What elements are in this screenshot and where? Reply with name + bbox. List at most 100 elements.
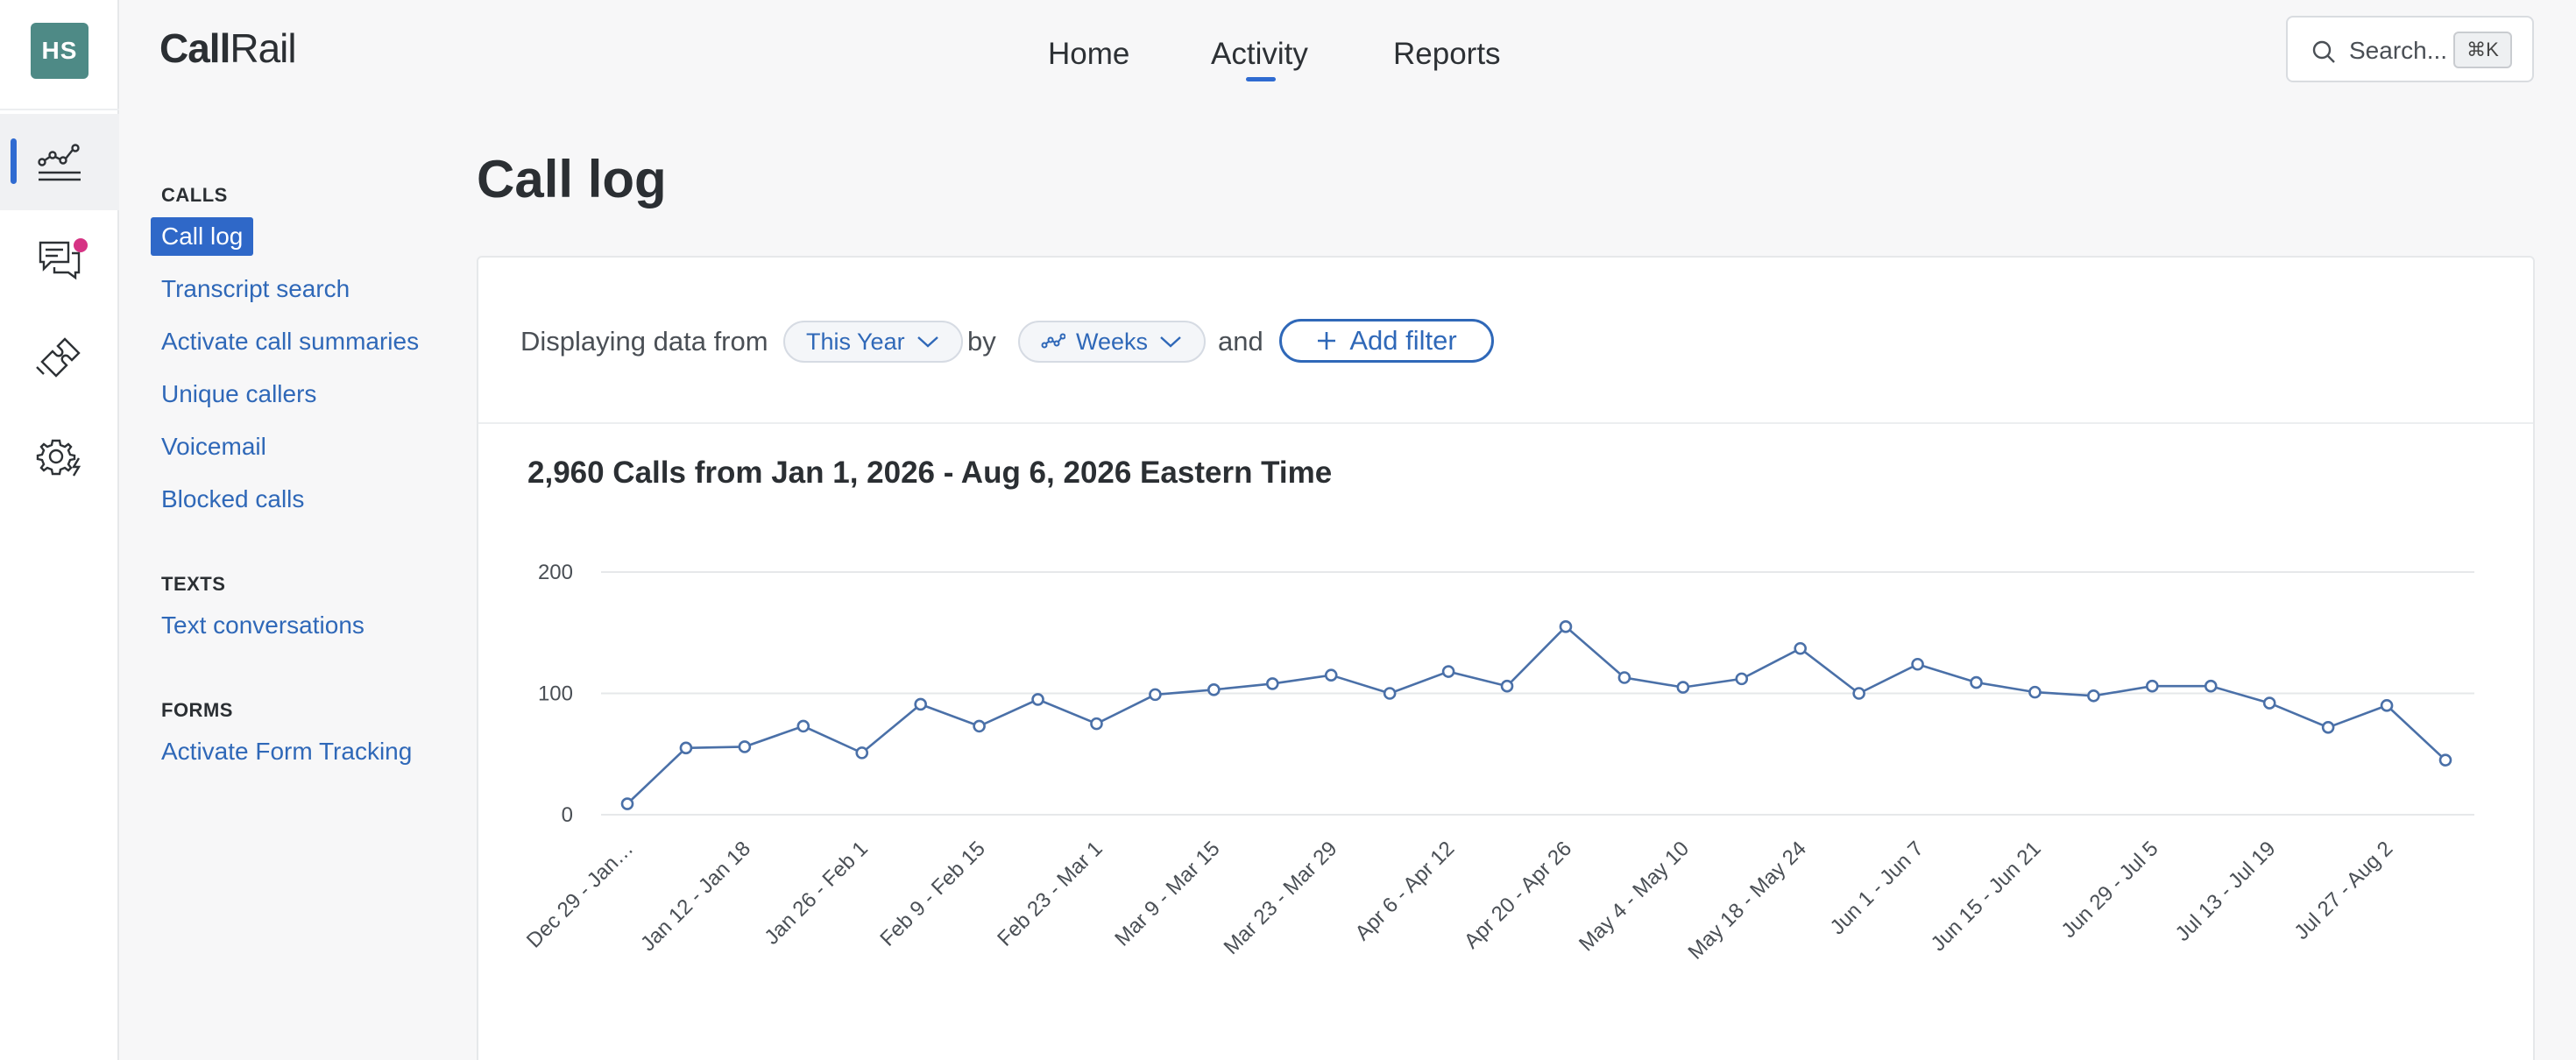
data-point[interactable] bbox=[1031, 693, 1044, 706]
section-title-texts: TEXTS bbox=[161, 573, 226, 595]
app-logo[interactable]: CallRail bbox=[159, 25, 297, 72]
left-rail: HS bbox=[0, 0, 119, 1060]
y-tick-label: 200 bbox=[538, 561, 573, 584]
data-point[interactable] bbox=[1441, 665, 1455, 678]
x-tick-label: Apr 20 - Apr 26 bbox=[1460, 837, 1576, 953]
call-log-card: Displaying data from This Year by Weeks … bbox=[477, 256, 2535, 1060]
section-title-calls: CALLS bbox=[161, 184, 228, 206]
rail-item-messages[interactable] bbox=[0, 212, 119, 308]
nav-active-underline bbox=[1246, 77, 1276, 81]
x-tick-label: Apr 6 - Apr 12 bbox=[1351, 837, 1460, 945]
x-tick-label: Jul 13 - Jul 19 bbox=[2171, 837, 2281, 946]
data-point[interactable] bbox=[1500, 679, 1514, 693]
messages-icon bbox=[39, 241, 81, 280]
search-placeholder: Search... bbox=[2349, 37, 2448, 64]
data-point[interactable] bbox=[1207, 683, 1221, 696]
subnav-unique-callers[interactable]: Unique callers bbox=[161, 380, 317, 407]
y-tick-label: 100 bbox=[538, 682, 573, 706]
x-tick-label: Mar 23 - Mar 29 bbox=[1220, 837, 1342, 959]
nav-reports[interactable]: Reports bbox=[1393, 37, 1501, 71]
chart-title: 2,960 Calls from Jan 1, 2026 - Aug 6, 20… bbox=[527, 456, 1333, 490]
data-point[interactable] bbox=[1911, 657, 1924, 671]
user-avatar[interactable]: HS bbox=[31, 23, 88, 79]
x-tick-label: May 18 - May 24 bbox=[1683, 837, 1810, 964]
data-point[interactable] bbox=[1852, 687, 1865, 700]
data-point[interactable] bbox=[679, 741, 693, 755]
x-tick-label: Dec 29 - Jan… bbox=[522, 837, 638, 952]
chevron-down-icon bbox=[1160, 336, 1181, 348]
data-point[interactable] bbox=[2321, 720, 2335, 734]
x-tick-label: Jun 15 - Jun 21 bbox=[1927, 837, 2046, 956]
data-point[interactable] bbox=[1617, 671, 1631, 684]
y-tick-label: 0 bbox=[562, 803, 573, 827]
x-tick-label: May 4 - May 10 bbox=[1575, 837, 1694, 956]
filter-prefix-text: Displaying data from bbox=[520, 326, 768, 357]
integrations-puzzle-icon bbox=[36, 337, 81, 378]
rail-item-activity[interactable] bbox=[0, 114, 119, 210]
data-point[interactable] bbox=[1090, 717, 1103, 731]
data-point[interactable] bbox=[2438, 753, 2452, 767]
nav-home[interactable]: Home bbox=[1048, 37, 1130, 71]
subnav-blocked-calls[interactable]: Blocked calls bbox=[161, 485, 305, 512]
add-filter-label: Add filter bbox=[1349, 325, 1457, 356]
filter-bar: Displaying data from This Year by Weeks … bbox=[478, 258, 2533, 424]
notification-dot bbox=[74, 238, 88, 252]
subnav-activate-form-tracking[interactable]: Activate Form Tracking bbox=[161, 738, 413, 765]
data-point[interactable] bbox=[914, 697, 927, 711]
x-tick-label: Jun 1 - Jun 7 bbox=[1826, 837, 1928, 939]
search-box[interactable]: Search... ⌘K bbox=[2286, 16, 2534, 82]
x-tick-label: Jan 26 - Feb 1 bbox=[760, 837, 873, 950]
filter-and-text: and bbox=[1218, 326, 1263, 357]
subnav-call-log[interactable]: Call log bbox=[151, 217, 254, 256]
page-title: Call log bbox=[477, 150, 667, 208]
data-point[interactable] bbox=[1149, 688, 1162, 702]
search-icon bbox=[2312, 40, 2335, 63]
rail-item-settings[interactable] bbox=[0, 408, 119, 505]
data-point[interactable] bbox=[2262, 696, 2276, 710]
activity-chart-icon bbox=[38, 144, 81, 181]
data-point[interactable] bbox=[1794, 641, 1808, 655]
data-point[interactable] bbox=[1324, 668, 1338, 682]
subnav-voicemail[interactable]: Voicemail bbox=[161, 433, 266, 460]
x-tick-label: Feb 23 - Mar 1 bbox=[993, 837, 1107, 950]
x-tick-label: Mar 9 - Mar 15 bbox=[1110, 837, 1224, 950]
data-point[interactable] bbox=[1559, 620, 1573, 633]
date-range-value: This Year bbox=[806, 328, 905, 355]
data-point[interactable] bbox=[620, 797, 634, 810]
data-point[interactable] bbox=[738, 740, 752, 753]
subnav-text-conversations[interactable]: Text conversations bbox=[161, 611, 364, 639]
data-point[interactable] bbox=[1265, 677, 1279, 690]
plus-icon bbox=[1318, 332, 1336, 350]
x-tick-label: Jun 29 - Jul 5 bbox=[2057, 837, 2163, 943]
search-shortcut-badge: ⌘K bbox=[2453, 32, 2512, 68]
subnav-transcript-search[interactable]: Transcript search bbox=[161, 275, 350, 302]
nav-activity[interactable]: Activity bbox=[1211, 37, 1308, 71]
data-point[interactable] bbox=[1676, 681, 1690, 694]
rail-item-integrations[interactable] bbox=[0, 310, 119, 406]
data-point[interactable] bbox=[1970, 675, 1983, 689]
add-filter-button[interactable]: Add filter bbox=[1279, 319, 1494, 363]
data-point[interactable] bbox=[2028, 685, 2042, 699]
interval-value: Weeks bbox=[1076, 328, 1149, 355]
data-point[interactable] bbox=[2204, 679, 2218, 693]
logo-bold: Call bbox=[159, 25, 230, 71]
data-point[interactable] bbox=[973, 719, 986, 733]
data-point[interactable] bbox=[2146, 679, 2159, 693]
data-point[interactable] bbox=[2087, 689, 2100, 703]
calls-line-chart: 0 100 200 Dec 29 - Jan…Jan 12 - Jan 18 Jan 2… bbox=[522, 561, 2474, 965]
interval-dropdown[interactable]: Weeks bbox=[1018, 321, 1207, 363]
x-tick-label: Feb 9 - Feb 15 bbox=[875, 837, 989, 950]
data-point[interactable] bbox=[796, 719, 810, 733]
data-point[interactable] bbox=[855, 746, 869, 760]
line-chart-icon bbox=[1041, 333, 1065, 349]
x-tick-label: Jan 12 - Jan 18 bbox=[636, 837, 755, 956]
data-point[interactable] bbox=[2380, 699, 2394, 712]
subnav-activate-call-summaries[interactable]: Activate call summaries bbox=[161, 328, 420, 355]
data-point[interactable] bbox=[1383, 687, 1397, 700]
active-indicator bbox=[11, 138, 17, 184]
rail-divider bbox=[0, 109, 119, 110]
series-line bbox=[626, 625, 2446, 805]
logo-light: Rail bbox=[230, 25, 296, 71]
data-point[interactable] bbox=[1735, 672, 1749, 686]
date-range-dropdown[interactable]: This Year bbox=[783, 321, 963, 363]
